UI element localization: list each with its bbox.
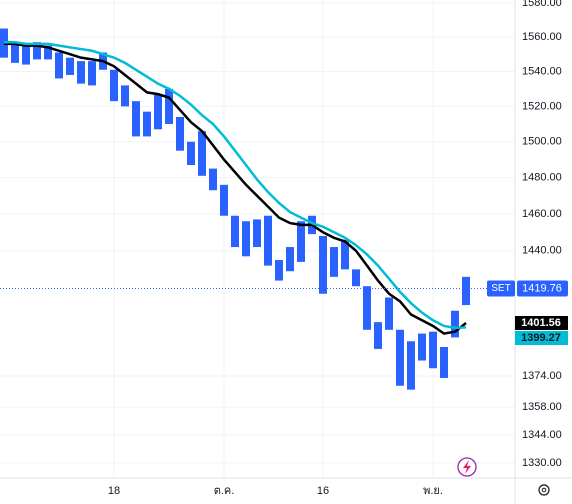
moving-average-line <box>4 40 467 330</box>
y-tick-label: 1374.00 <box>522 370 562 382</box>
bar <box>352 269 360 287</box>
bar <box>33 42 41 60</box>
x-tick-label: 16 <box>317 485 329 497</box>
bar <box>341 239 349 270</box>
bar <box>198 131 206 176</box>
bar <box>22 43 30 65</box>
bar <box>396 329 404 386</box>
bar <box>286 247 294 272</box>
y-tick-label: 1520.00 <box>522 100 562 112</box>
bar <box>297 221 305 262</box>
bar <box>462 276 470 306</box>
bar <box>187 141 195 166</box>
x-tick-label: ต.ค. <box>214 485 235 497</box>
bar <box>209 168 217 191</box>
bar <box>110 69 118 102</box>
bar <box>55 52 63 79</box>
bar <box>143 111 151 137</box>
moving-average-line <box>4 42 467 335</box>
bar <box>418 333 426 361</box>
bar <box>275 260 283 281</box>
symbol-label: SET <box>491 283 510 294</box>
value-tag <box>515 330 568 345</box>
value-tag <box>515 315 568 330</box>
bar <box>44 45 52 60</box>
price-tag <box>517 280 568 297</box>
bar <box>165 88 173 125</box>
bar <box>121 85 129 107</box>
bar <box>88 61 96 86</box>
y-tick-label: 1358.00 <box>522 401 562 413</box>
bar <box>264 215 272 266</box>
value-label: 1399.27 <box>521 332 561 344</box>
y-tick-label: 1480.00 <box>522 172 562 184</box>
x-tick-label: พ.ย. <box>423 485 443 497</box>
bar <box>385 297 393 330</box>
bar <box>363 286 371 330</box>
settings-icon[interactable] <box>538 484 550 496</box>
bar <box>374 322 382 349</box>
y-tick-label: 1540.00 <box>522 65 562 77</box>
bar <box>242 221 250 257</box>
bar <box>407 341 415 390</box>
bar <box>231 215 239 248</box>
value-label: 1401.56 <box>521 317 561 329</box>
bar <box>253 219 261 248</box>
alert-icon[interactable] <box>457 457 477 477</box>
symbol-tag <box>487 280 515 297</box>
y-tick-label: 1344.00 <box>522 429 562 441</box>
bar <box>440 347 448 378</box>
bar <box>319 235 327 294</box>
bar <box>176 116 184 151</box>
x-tick-label: 18 <box>108 485 120 497</box>
y-tick-label: 1330.00 <box>522 457 562 469</box>
bar <box>66 57 74 75</box>
bar <box>330 247 338 277</box>
y-tick-label: 1440.00 <box>522 245 562 257</box>
bar <box>220 184 228 216</box>
price-label: 1419.76 <box>522 282 562 294</box>
grid <box>0 0 515 478</box>
bar <box>132 101 140 137</box>
bar <box>451 310 459 338</box>
bar <box>429 331 437 369</box>
bar <box>11 42 19 63</box>
bar <box>154 94 162 130</box>
y-tick-label: 1460.00 <box>522 208 562 220</box>
y-tick-label: 1500.00 <box>522 136 562 148</box>
y-tick-label: 1580.00 <box>522 0 562 9</box>
bar <box>77 61 85 84</box>
y-tick-label: 1560.00 <box>522 31 562 43</box>
